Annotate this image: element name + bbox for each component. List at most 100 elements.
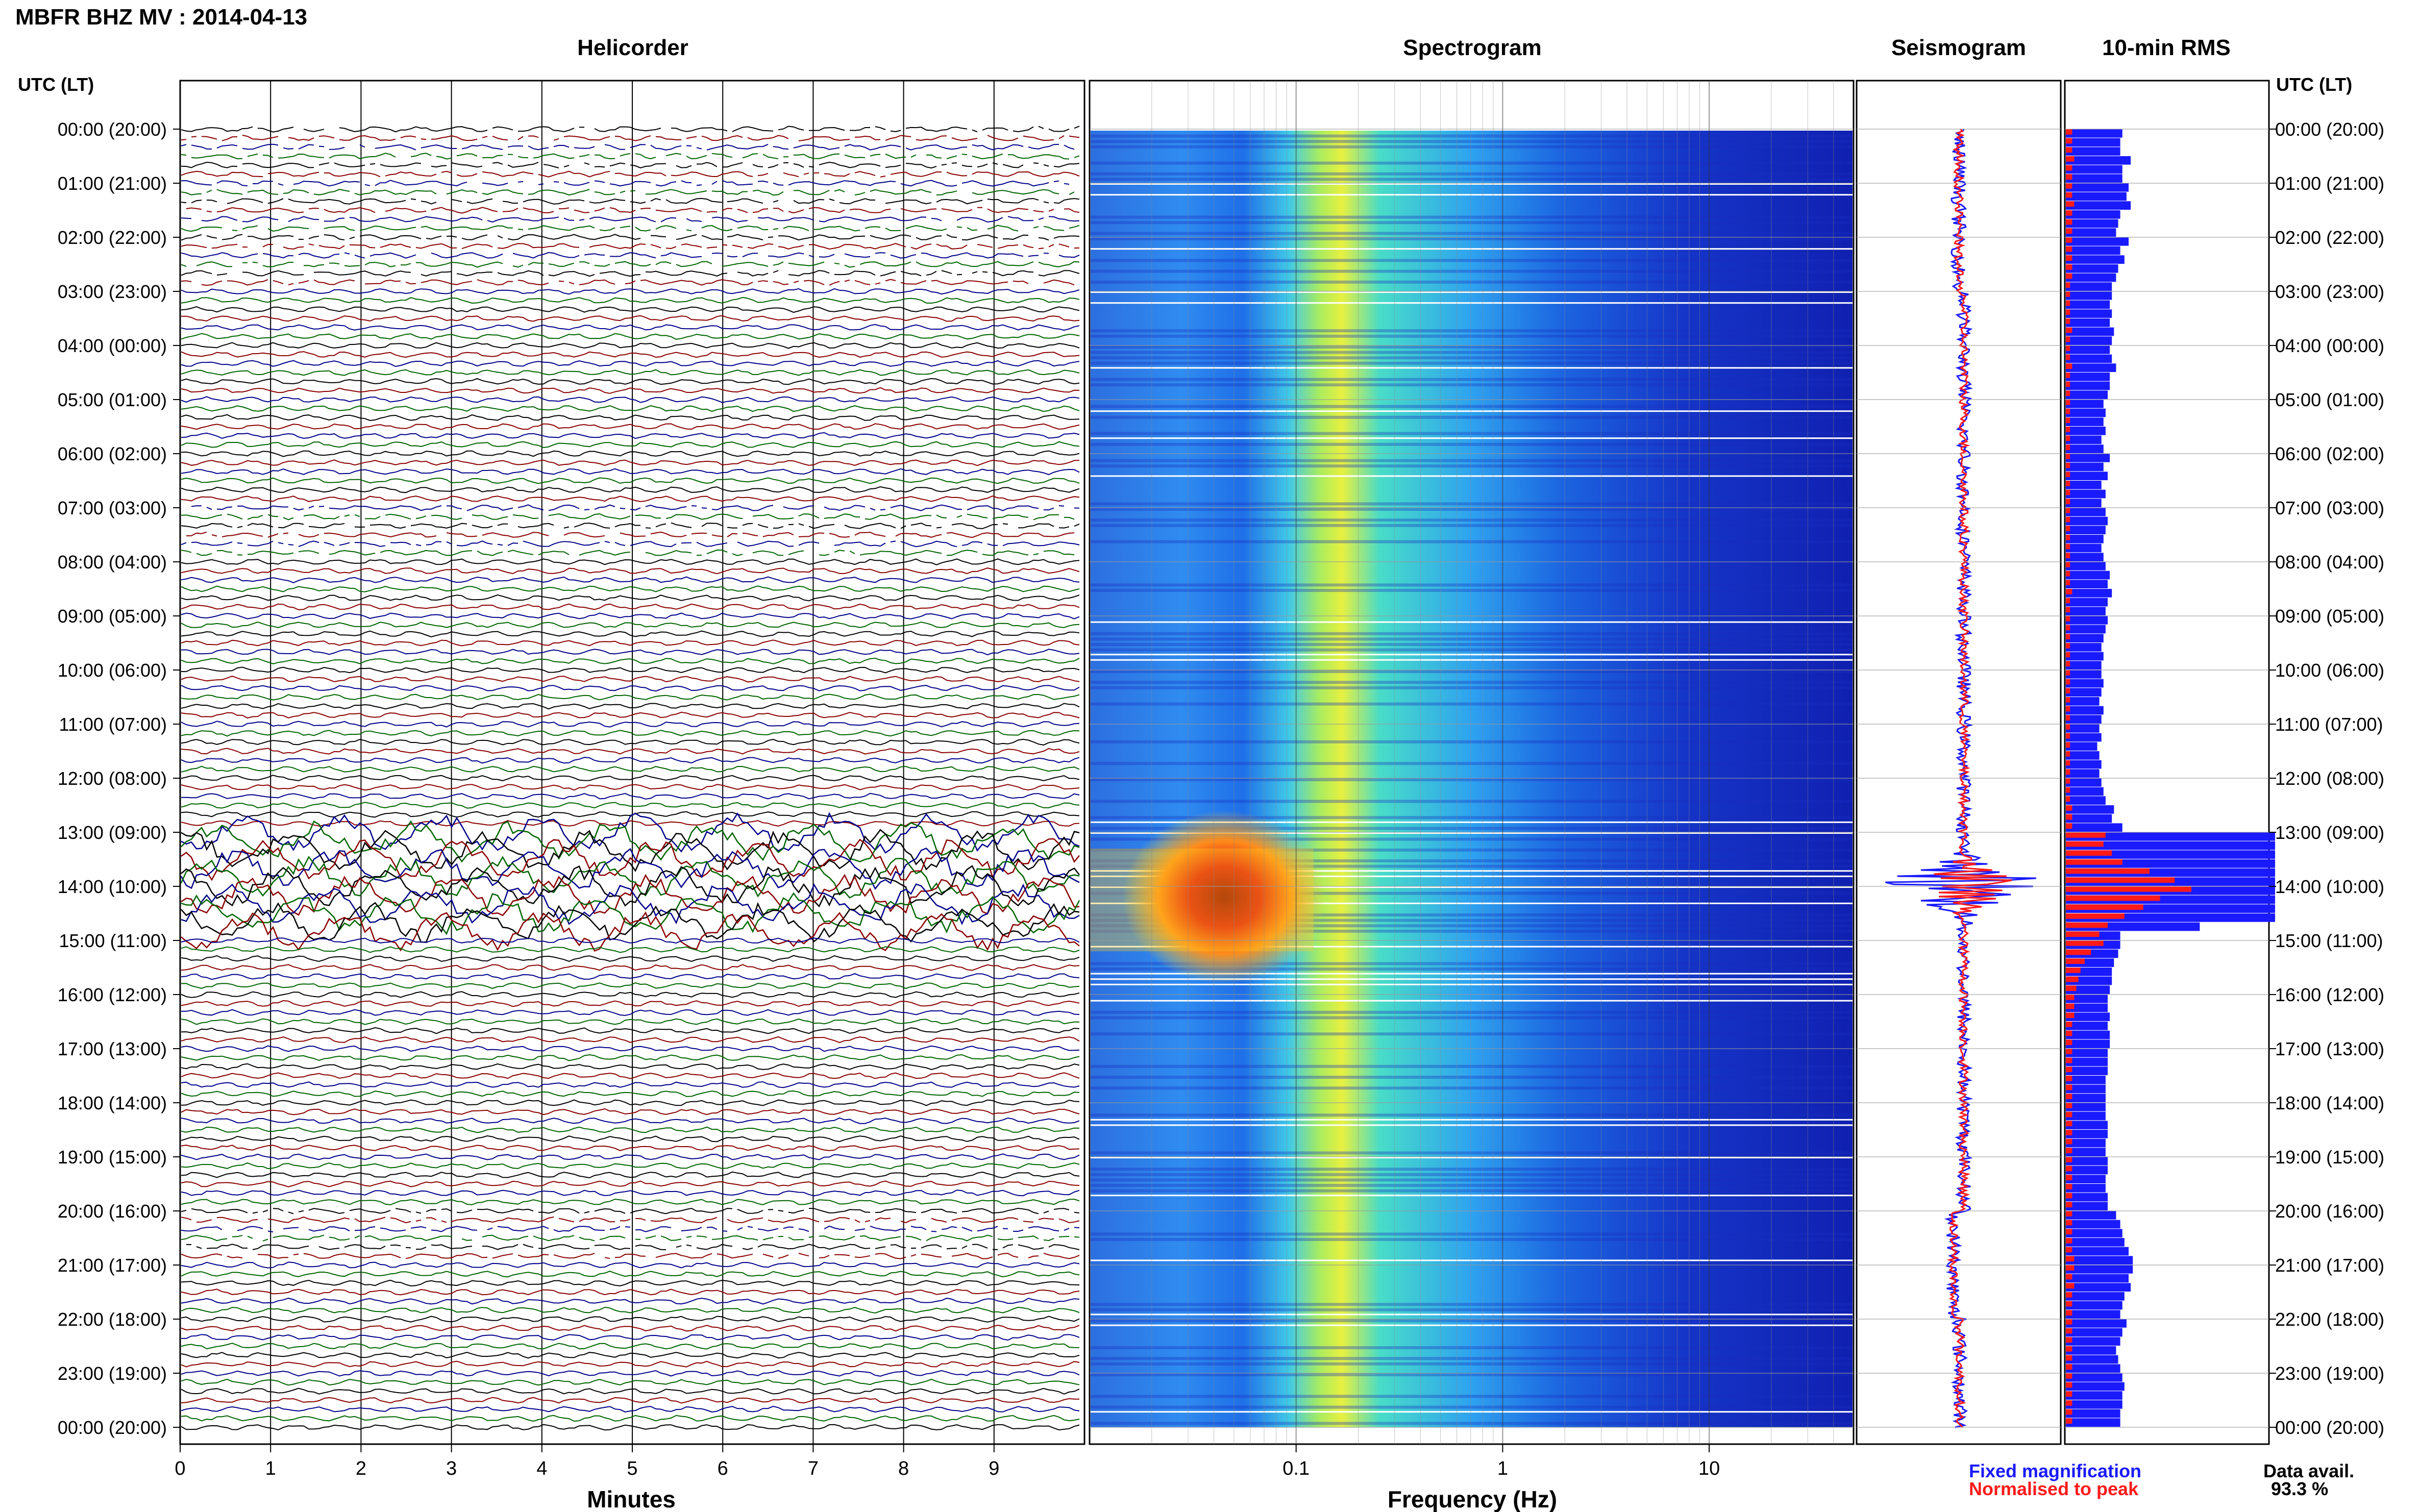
helicorder-trace	[181, 1271, 1080, 1278]
rms-bar-normalised	[2066, 336, 2070, 342]
spectrogram-band	[1091, 334, 1853, 338]
rms-bar-fixed	[2066, 472, 2108, 480]
hour-tick-label-right: 07:00 (03:00)	[2275, 498, 2384, 518]
axes-layer: 00:00 (20:00) 00:00 (20:00) 01:00 (21:00) 0…	[58, 119, 2384, 1479]
rms-bar-normalised	[2066, 1328, 2072, 1334]
rms-bar-fixed	[2066, 724, 2100, 733]
rms-bar-normalised	[2066, 1247, 2072, 1253]
rms-bar-fixed	[2066, 841, 2275, 850]
rms-bar-normalised	[2066, 562, 2070, 567]
rms-bar-normalised	[2066, 462, 2070, 468]
spectrogram-band	[1091, 508, 1853, 511]
minute-tick-label: 3	[446, 1458, 457, 1479]
rms-bar-fixed	[2066, 373, 2110, 381]
rms-bar-fixed	[2066, 733, 2102, 742]
spectrogram-band	[1091, 502, 1853, 506]
spectrogram-band	[1091, 864, 1853, 868]
helicorder-trace	[181, 883, 1080, 926]
rms-bar-normalised	[2066, 1373, 2072, 1379]
helicorder-trace	[181, 1000, 1080, 1007]
rms-bar-normalised	[2066, 553, 2070, 558]
rms-bar-fixed	[2066, 616, 2108, 625]
minute-tick-label: 8	[898, 1458, 909, 1479]
helicorder-trace	[181, 748, 1080, 755]
spectrogram-band	[1091, 681, 1853, 684]
rms-bar-normalised	[2066, 859, 2122, 865]
rms-bar-fixed	[2066, 1193, 2108, 1202]
rms-bar-fixed	[2066, 291, 2112, 300]
rms-bar-fixed	[2066, 1400, 2122, 1409]
helicorder-trace	[181, 1360, 1080, 1368]
rms-bar-normalised	[2066, 1175, 2072, 1180]
helicorder-trace	[181, 1216, 1080, 1224]
spectrogram-gap	[1091, 621, 1853, 623]
rms-bar-fixed	[2066, 1292, 2125, 1301]
rms-bar-normalised	[2066, 607, 2070, 612]
spectrogram-gap	[1091, 1000, 1853, 1002]
helicorder-trace	[181, 1072, 1080, 1079]
helicorder-trace	[181, 639, 1080, 647]
helicorder-trace	[181, 1261, 1080, 1269]
rms-bar-normalised	[2066, 1121, 2072, 1126]
rms-bar-fixed	[2066, 805, 2114, 814]
rms-bar-fixed	[2066, 1138, 2106, 1148]
helicorder-trace	[181, 666, 1080, 674]
rms-bar-fixed	[2066, 1202, 2108, 1210]
hour-tick-label-left: 15:00 (11:00)	[59, 930, 167, 951]
helicorder-trace	[181, 1063, 1080, 1071]
rms-bar-normalised	[2066, 318, 2070, 324]
rms-bar-fixed	[2066, 1030, 2110, 1039]
helicorder-trace	[181, 874, 1080, 916]
spectrogram-band	[1091, 648, 1853, 652]
helicorder-trace	[186, 207, 1080, 214]
rms-bar-normalised	[2066, 408, 2070, 414]
rms-bar-fixed	[2066, 246, 2120, 255]
helicorder-trace	[181, 1387, 1080, 1395]
rms-bar-normalised	[2066, 1220, 2072, 1226]
spectrogram-band	[1091, 237, 1853, 240]
spectrogram-band	[1091, 1076, 1853, 1079]
rms-bar-normalised	[2066, 976, 2079, 982]
helicorder-trace	[181, 1397, 1079, 1404]
hour-tick-label-left: 10:00 (06:00)	[58, 660, 167, 681]
spectrogram-band	[1091, 632, 1853, 635]
hour-tick-label-left: 20:00 (16:00)	[58, 1201, 167, 1222]
helicorder-trace	[181, 612, 1080, 619]
hour-tick-label-left: 18:00 (14:00)	[58, 1093, 167, 1113]
helicorder-trace	[181, 1234, 1080, 1242]
helicorder-trace	[181, 784, 1080, 791]
rms-bar-normalised	[2066, 940, 2104, 946]
spectrogram-gap	[1091, 1124, 1853, 1126]
rms-bar-fixed	[2066, 1373, 2122, 1382]
helicorder-trace	[181, 135, 1080, 142]
rms-bar-fixed	[2066, 1094, 2106, 1102]
helicorder-trace	[181, 1288, 1080, 1296]
hour-tick-label-right: 12:00 (08:00)	[2275, 768, 2384, 789]
rms-bar-fixed	[2066, 1346, 2116, 1355]
helicorder-trace	[181, 1324, 1080, 1332]
helicorder-trace	[181, 721, 1080, 728]
spectrogram-band	[1091, 891, 1853, 895]
rms-bar-fixed	[2066, 1355, 2118, 1364]
helicorder-trace	[181, 802, 1080, 809]
minute-tick-label: 7	[808, 1458, 819, 1479]
rms-bar-normalised	[2066, 1283, 2075, 1288]
helicorder-trace	[181, 252, 1080, 259]
rms-bar-normalised	[2066, 1319, 2072, 1325]
rms-bar-normalised	[2066, 1229, 2072, 1234]
helicorder-trace	[181, 441, 1080, 449]
rms-bar-normalised	[2066, 805, 2072, 811]
spectrogram-gap	[1091, 302, 1853, 304]
rms-bar-normalised	[2066, 589, 2072, 594]
rms-bar-normalised	[2066, 913, 2125, 919]
helicorder-trace	[181, 576, 1080, 583]
helicorder-trace	[181, 1306, 1080, 1314]
rms-bar-normalised	[2066, 1157, 2072, 1162]
hour-tick-label-right: 23:00 (19:00)	[2275, 1363, 2384, 1384]
helicorder-trace	[181, 757, 1080, 764]
rms-bar-normalised	[2066, 877, 2175, 883]
spectrogram-band	[1091, 361, 1853, 365]
rms-bar-fixed	[2066, 138, 2120, 147]
rms-bar-normalised	[2066, 1184, 2072, 1189]
